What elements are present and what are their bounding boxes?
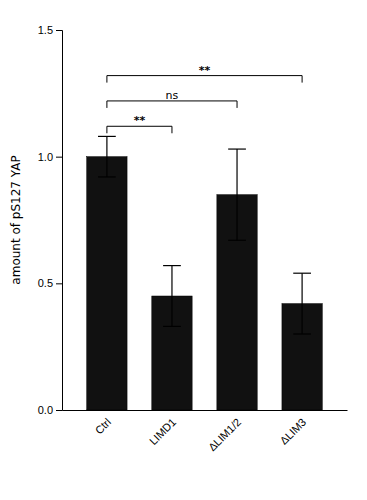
error-bar-cap <box>163 265 181 266</box>
plot-area: 0.0 0.5 1.0 1.5 Ctrl LIMD1 ΔLIM1/2 ΔLIM3 ** ns ** <box>38 24 348 453</box>
x-tick: Ctrl <box>93 410 114 436</box>
y-tick: 1.5 <box>38 24 62 36</box>
y-tick-mark <box>56 283 62 284</box>
x-tick: LIMD1 <box>147 410 178 447</box>
y-tick-mark <box>56 157 62 158</box>
error-bar-stem <box>236 149 237 240</box>
error-bar-cap <box>228 148 246 149</box>
significance-label: ** <box>134 114 146 127</box>
error-bar-stem <box>106 136 107 177</box>
error-bar <box>293 273 311 334</box>
x-tick: ΔLIM1/2 <box>206 410 243 453</box>
error-bar-cap <box>228 240 246 241</box>
significance-label: ** <box>199 64 211 77</box>
error-bar <box>163 266 181 327</box>
y-tick: 0.5 <box>38 277 62 289</box>
chart: 0.0 0.5 1.0 1.5 Ctrl LIMD1 ΔLIM1/2 ΔLIM3 ** ns ** a… <box>0 0 367 500</box>
error-bar-stem <box>171 266 172 327</box>
x-tick-label: ΔLIM1/2 <box>206 416 243 453</box>
x-tick-label: Ctrl <box>93 416 114 437</box>
y-axis: 0.0 0.5 1.0 1.5 <box>38 24 63 416</box>
error-bar-cap <box>98 176 116 177</box>
marks <box>87 76 323 410</box>
x-axis: Ctrl LIMD1 ΔLIM1/2 ΔLIM3 <box>63 410 348 453</box>
x-tick-label: ΔLIM3 <box>277 416 308 447</box>
y-tick-label: 0.5 <box>38 277 53 289</box>
significance-bracket <box>107 76 302 83</box>
y-tick: 1.0 <box>38 151 62 163</box>
significance-bracket <box>107 126 172 133</box>
y-tick-label: 0.0 <box>38 404 53 416</box>
bar <box>87 157 127 410</box>
y-tick-mark <box>56 30 62 31</box>
x-tick: ΔLIM3 <box>277 410 308 447</box>
error-bar <box>228 149 246 240</box>
y-axis-line <box>56 31 63 411</box>
significance-label: ns <box>166 89 179 102</box>
error-bar-cap <box>293 273 311 274</box>
y-tick: 0.0 <box>38 404 62 416</box>
x-tick-label: LIMD1 <box>147 416 178 447</box>
error-bar-cap <box>98 136 116 137</box>
y-tick-label: 1.5 <box>38 24 53 36</box>
y-tick-label: 1.0 <box>38 151 53 163</box>
x-axis-line <box>63 410 348 411</box>
y-axis-title: amount of pS127 YAP <box>9 155 23 284</box>
error-bar <box>98 136 116 177</box>
error-bar-stem <box>302 273 303 334</box>
error-bar-cap <box>163 326 181 327</box>
error-bar-cap <box>293 333 311 334</box>
y-tick-mark <box>56 410 62 411</box>
significance-bracket <box>107 101 237 108</box>
